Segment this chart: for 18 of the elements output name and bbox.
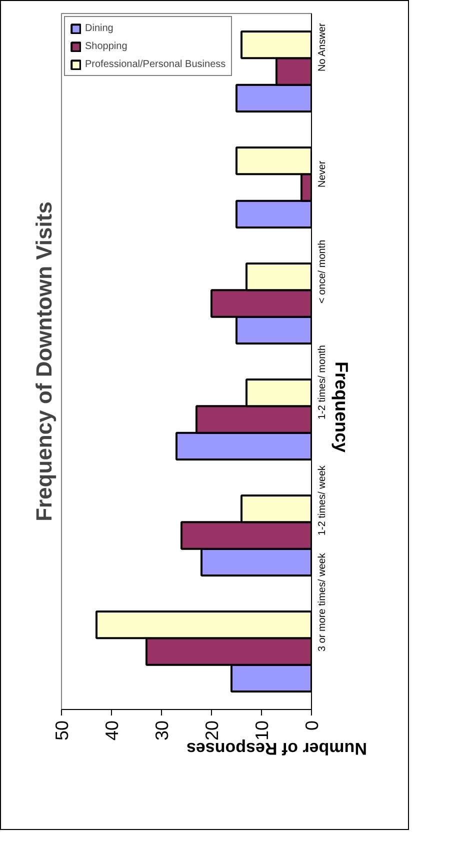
x-axis-title: Number of Responses: [186, 739, 367, 758]
text: Frequency of Downtown Visits: [32, 202, 56, 522]
y-tick-label: 1-2 times/ month: [317, 345, 328, 420]
x-tick-label: 50: [52, 720, 72, 741]
legend-label: Shopping: [85, 40, 128, 52]
y-tick-label: 1-2 times/ week: [317, 464, 328, 536]
x-tick-label: 20: [202, 720, 222, 741]
x-tick-label: 0: [302, 720, 322, 731]
y-axis-title: Frequency: [332, 362, 352, 453]
y-tick-label: No Answer: [317, 22, 328, 72]
x-tick-label: 30: [152, 720, 172, 741]
legend-label: Professional/Personal Business: [85, 58, 226, 70]
y-tick-label: Never: [317, 160, 328, 188]
x-tick-label: 40: [102, 720, 122, 741]
x-tick-label: 10: [252, 720, 272, 741]
y-tick-label: < once/ month: [317, 240, 328, 304]
y-tick-label: 3 or more times/ week: [317, 552, 328, 652]
legend-label: Dining: [85, 22, 114, 34]
